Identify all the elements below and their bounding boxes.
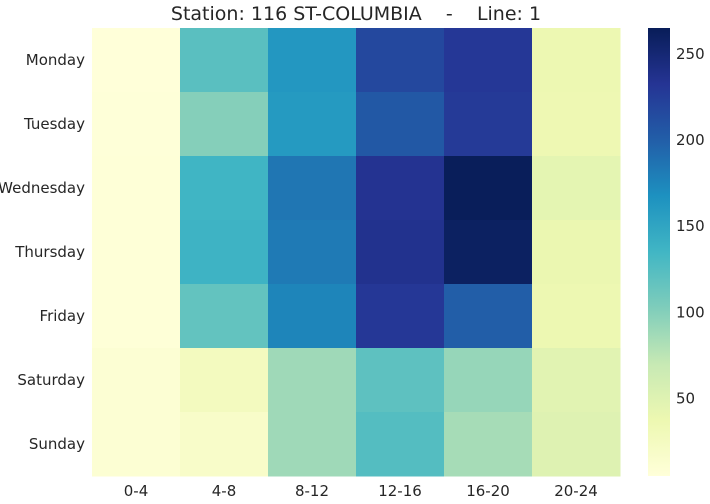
heatmap-cell: [532, 412, 621, 477]
x-tick-label: 0-4: [124, 482, 149, 500]
heatmap-cell: [444, 412, 533, 477]
heatmap-cell: [356, 348, 445, 413]
colorbar-tick-label: 200: [676, 131, 705, 149]
colorbar-tick-label: 150: [676, 217, 705, 235]
x-tick-label: 12-16: [378, 482, 422, 500]
heatmap-cell: [268, 28, 357, 93]
y-tick-label: Sunday: [29, 435, 85, 453]
heatmap-cell: [444, 92, 533, 157]
y-tick-label: Wednesday: [0, 179, 85, 197]
y-tick-label: Tuesday: [23, 115, 85, 133]
heatmap-cell: [180, 28, 269, 93]
x-tick-label: 4-8: [212, 482, 237, 500]
heatmap-cell: [92, 28, 181, 93]
heatmap-cell: [268, 156, 357, 221]
colorbar-tick-label: 50: [676, 389, 695, 407]
heatmap-cell: [180, 156, 269, 221]
heatmap-cell: [532, 348, 621, 413]
y-tick-label: Monday: [26, 51, 85, 69]
heatmap-cell: [92, 156, 181, 221]
heatmap-cell: [532, 284, 621, 349]
heatmap-cell: [180, 92, 269, 157]
colorbar-tick-label: 250: [676, 45, 705, 63]
y-axis-labels: Monday Tuesday Wednesday Thursday Friday Satu…: [0, 51, 85, 453]
heatmap-cell: [268, 348, 357, 413]
heatmap-cell: [180, 348, 269, 413]
y-tick-label: Thursday: [14, 243, 85, 261]
heatmap-cell: [180, 220, 269, 285]
x-tick-label: 20-24: [554, 482, 598, 500]
colorbar: 50 100 150 200 250: [648, 28, 705, 476]
heatmap-cell: [532, 28, 621, 93]
colorbar-gradient: [648, 28, 670, 476]
heatmap-cells: [92, 28, 621, 477]
colorbar-tick-label: 100: [676, 303, 705, 321]
heatmap-cell: [180, 284, 269, 349]
y-tick-label: Friday: [40, 307, 86, 325]
heatmap-cell: [92, 412, 181, 477]
heatmap-cell: [356, 92, 445, 157]
heatmap-cell: [180, 412, 269, 477]
heatmap-cell: [444, 28, 533, 93]
heatmap-cell: [92, 348, 181, 413]
heatmap-cell: [92, 284, 181, 349]
heatmap-cell: [356, 412, 445, 477]
heatmap-cell: [356, 284, 445, 349]
heatmap-cell: [444, 220, 533, 285]
y-tick-label: Saturday: [17, 371, 85, 389]
x-axis-labels: 0-4 4-8 8-12 12-16 16-20 20-24: [124, 482, 598, 500]
x-tick-label: 8-12: [295, 482, 329, 500]
heatmap-cell: [532, 92, 621, 157]
chart-title: Station: 116 ST-COLUMBIA - Line: 1: [170, 3, 542, 25]
heatmap-cell: [444, 284, 533, 349]
heatmap-cell: [444, 156, 533, 221]
heatmap-cell: [268, 92, 357, 157]
heatmap-cell: [92, 92, 181, 157]
heatmap-cell: [356, 220, 445, 285]
heatmap-cell: [532, 156, 621, 221]
x-tick-label: 16-20: [466, 482, 510, 500]
heatmap-cell: [268, 412, 357, 477]
heatmap-cell: [532, 220, 621, 285]
heatmap-cell: [268, 220, 357, 285]
heatmap-cell: [268, 284, 357, 349]
heatmap-cell: [356, 28, 445, 93]
heatmap-cell: [92, 220, 181, 285]
heatmap-cell: [356, 156, 445, 221]
heatmap-cell: [444, 348, 533, 413]
